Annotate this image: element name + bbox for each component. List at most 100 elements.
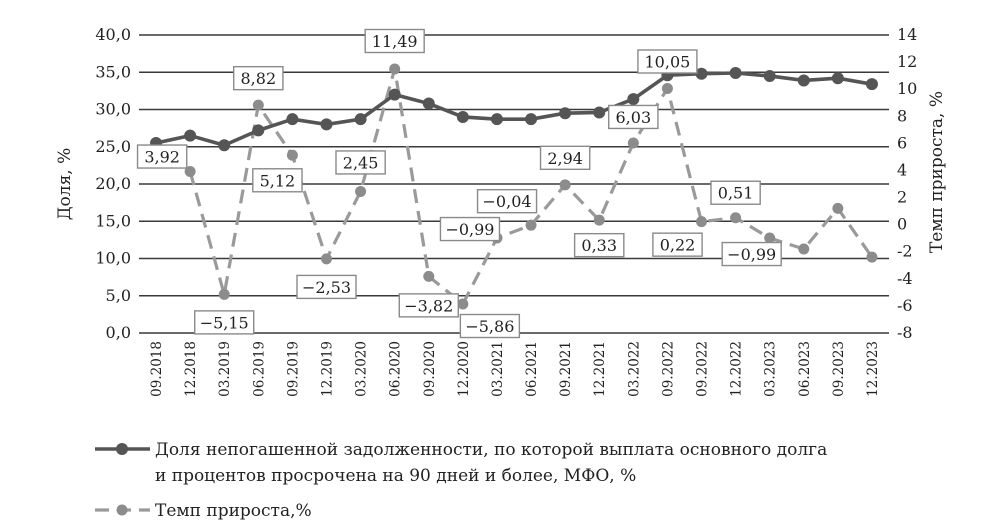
x-tick-label: 03.2019 <box>217 341 233 397</box>
left-tick-label: 30,0 <box>95 100 131 119</box>
left-tick-label: 5,0 <box>106 286 131 305</box>
growth-rate-point <box>661 83 673 95</box>
data-label: 6,03 <box>616 108 652 127</box>
x-tick-label: 06.2020 <box>388 341 404 397</box>
data-label: −5,86 <box>465 317 514 336</box>
data-label: 2,94 <box>547 149 583 168</box>
growth-rate-point <box>730 212 742 224</box>
legend-marker-dashed <box>116 504 128 516</box>
x-axis-ticks: 09.2018 12.2018 03.2019 06.2019 09.2019 12.20… <box>149 341 881 397</box>
data-label-box <box>252 168 303 193</box>
x-tick-label: 09.2021 <box>558 341 574 397</box>
data-label: 0,22 <box>660 236 696 255</box>
data-label: 10,05 <box>645 53 691 72</box>
overdue-share-point <box>865 78 878 91</box>
left-tick-label: 25,0 <box>95 137 131 156</box>
growth-rate-point <box>627 137 639 149</box>
growth-rate-point <box>832 202 844 214</box>
x-tick-label: 09.2022 <box>660 341 676 397</box>
data-label-box <box>335 150 386 175</box>
overdue-share-point <box>593 106 606 119</box>
overdue-share-point <box>218 139 231 152</box>
legend-label-growth-rate: Темп прироста,% <box>155 501 312 521</box>
overdue-share-point <box>286 113 299 126</box>
growth-rate-point <box>696 216 707 228</box>
overdue-share-point <box>729 66 742 79</box>
x-tick-label: 09.2018 <box>149 341 165 397</box>
left-tick-label: 35,0 <box>95 62 131 81</box>
data-label: −0,99 <box>445 220 494 239</box>
data-label-box <box>296 274 357 300</box>
data-label: 11,49 <box>372 32 418 51</box>
growth-rate-point <box>286 149 298 161</box>
x-tick-label: 06.2021 <box>524 341 540 397</box>
growth-rate-point <box>321 253 332 265</box>
data-label: 5,12 <box>260 171 296 190</box>
growth-rate-point <box>764 232 776 244</box>
growth-rate-point <box>866 251 878 263</box>
overdue-share-point <box>695 67 708 80</box>
growth-rate-point <box>593 214 605 226</box>
growth-rate-point <box>457 298 469 310</box>
x-tick-label: 03.2023 <box>763 341 779 397</box>
x-tick-label: 09.2023 <box>831 341 847 397</box>
overdue-share-point <box>184 129 197 142</box>
data-label: 3,92 <box>144 148 180 167</box>
right-tick-label: 12 <box>897 52 917 71</box>
data-label: −0,99 <box>727 245 776 264</box>
data-label-box <box>439 216 501 242</box>
data-label-box <box>573 232 625 258</box>
data-label-box <box>136 144 188 169</box>
growth-rate-point <box>559 179 571 191</box>
overdue-share-point <box>525 113 538 126</box>
x-tick-label: 06.2023 <box>797 341 813 397</box>
data-label: −2,53 <box>302 278 351 297</box>
left-tick-label: 10,0 <box>95 249 131 268</box>
x-tick-label: 12.2022 <box>729 341 745 397</box>
right-tick-label: -8 <box>897 323 913 342</box>
data-label: 2,45 <box>343 153 379 172</box>
growth-rate-point <box>218 288 230 300</box>
right-tick-label: -4 <box>897 269 913 288</box>
legend-label-overdue-share-line2: и процентов просрочена на 90 дней и боле… <box>155 466 636 486</box>
overdue-share-point <box>627 93 640 106</box>
x-tick-label: 12.2021 <box>592 341 608 397</box>
overdue-share-point <box>456 110 469 123</box>
x-tick-label: 09.2022 <box>695 341 711 397</box>
x-tick-label: 12.2019 <box>320 341 336 397</box>
x-tick-label: 12.2018 <box>183 341 199 397</box>
left-axis-ticks: 0,0 5,0 10,0 15,0 20,0 25,0 30,0 35,0 40,0 <box>95 25 131 342</box>
right-tick-label: -2 <box>897 242 913 261</box>
legend-marker-solid <box>116 443 128 455</box>
data-label: −5,15 <box>200 313 249 332</box>
right-tick-label: 0 <box>897 215 907 234</box>
data-label: 0,51 <box>718 184 754 203</box>
data-label-box <box>637 49 698 74</box>
data-label: 8,82 <box>241 69 277 88</box>
right-tick-label: 8 <box>897 106 907 125</box>
growth-rate-point <box>252 99 264 111</box>
growth-rate-point <box>355 185 367 197</box>
overdue-share-point <box>490 113 503 126</box>
data-label-box <box>710 180 761 205</box>
data-label-box <box>721 241 782 267</box>
x-tick-label: 12.2023 <box>865 341 881 397</box>
right-tick-label: 2 <box>897 188 907 207</box>
right-tick-label: 6 <box>897 133 907 152</box>
overdue-share-point <box>354 113 367 126</box>
right-axis-ticks: -8 -6 -4 -2 0 2 4 6 8 10 12 14 <box>897 25 917 342</box>
right-tick-label: 4 <box>897 160 907 179</box>
overdue-share-point <box>559 107 572 120</box>
overdue-share-point <box>763 69 776 82</box>
data-label-box <box>398 293 459 318</box>
overdue-share-point <box>388 88 401 101</box>
x-tick-label: 03.2021 <box>490 341 506 397</box>
growth-rate-point <box>798 243 810 255</box>
data-label-box <box>194 310 255 335</box>
x-tick-label: 03.2020 <box>354 341 370 397</box>
overdue-share-point <box>797 74 810 87</box>
data-label-box <box>539 145 591 171</box>
data-label-box <box>233 65 284 91</box>
left-axis-label: Доля, % <box>55 148 75 221</box>
